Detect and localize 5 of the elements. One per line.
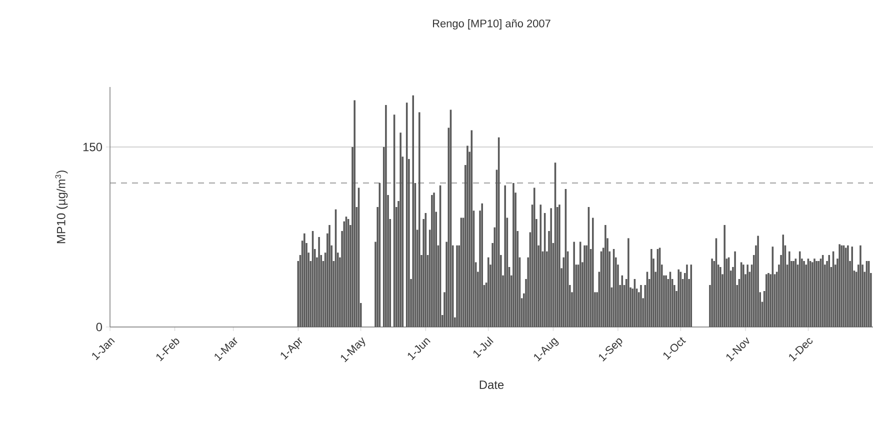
x-axis-title: Date: [480, 380, 504, 389]
y-axis-title: MP10 (µg/m$^{3}$): [55, 170, 68, 244]
y-tick-label: 150: [83, 142, 102, 152]
chart-title: Rengo [MP10] año 2007: [433, 19, 550, 30]
y-tick-label: 0: [96, 322, 102, 332]
